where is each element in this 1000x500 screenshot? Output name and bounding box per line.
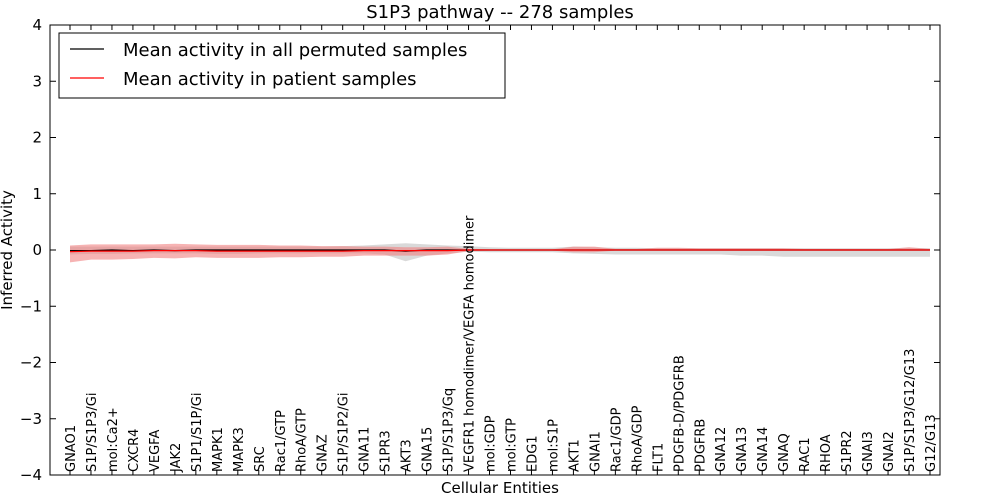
- y-axis-label: Inferred Activity: [0, 190, 16, 310]
- x-tick-label: GNA13: [735, 427, 750, 472]
- x-tick-label: S1P1/S1P/Gi: [190, 393, 205, 472]
- chart-title: S1P3 pathway -- 278 samples: [366, 2, 634, 23]
- y-tick-label: 2: [32, 129, 42, 147]
- x-tick-label: PDGFB-D/PDGFRB: [672, 355, 687, 472]
- x-tick-label: GNAO1: [64, 425, 79, 472]
- x-tick-label: RHOA: [819, 434, 834, 472]
- x-tick-label: GNAI1: [588, 431, 603, 472]
- x-tick-label: FLT1: [651, 443, 666, 472]
- legend-label-patient: Mean activity in patient samples: [123, 69, 417, 90]
- x-tick-label: S1PR2: [840, 430, 855, 472]
- x-tick-label: Rac1/GDP: [609, 407, 624, 472]
- y-tick-label: −1: [20, 297, 42, 315]
- x-tick-label: GNAI3: [861, 431, 876, 472]
- x-tick-label: SRC: [253, 446, 268, 472]
- y-axis: 4 3 2 1 0 −1 −2 −3 −4: [20, 16, 940, 484]
- x-tick-label: GNA15: [421, 427, 436, 472]
- activity-bands: [70, 243, 930, 263]
- x-tick-label: AKT1: [567, 439, 582, 472]
- x-tick-label: CXCR4: [127, 429, 142, 472]
- y-tick-label: −3: [20, 410, 42, 428]
- x-tick-label: JAK2: [169, 443, 184, 473]
- x-tick-label: mol:GTP: [505, 418, 520, 472]
- x-tick-label: GNAZ: [316, 434, 331, 472]
- y-tick-label: 4: [32, 16, 42, 34]
- x-tick-label: Rac1/GTP: [274, 410, 289, 472]
- x-tick-label: EDG1: [526, 435, 541, 472]
- x-tick-label: S1PR3: [379, 430, 394, 472]
- x-tick-label: VEGFA: [148, 430, 163, 472]
- x-tick-label: mol:Ca2+: [106, 407, 121, 472]
- y-tick-label: 3: [32, 72, 42, 90]
- x-tick-label: AKT3: [400, 439, 415, 472]
- x-tick-label: MAPK1: [211, 427, 226, 472]
- x-tick-label: RhoA/GDP: [630, 405, 645, 472]
- x-tick-label: G12/G13: [924, 414, 939, 472]
- mean-lines: [69, 249, 930, 253]
- legend: Mean activity in all permuted samples Me…: [58, 32, 506, 99]
- x-tick-label: GNA14: [756, 427, 771, 472]
- legend-box: [58, 32, 506, 99]
- series-line-patient: [69, 249, 930, 253]
- x-tick-label: RAC1: [798, 437, 813, 472]
- x-tick-label: GNA11: [358, 427, 373, 472]
- x-axis-label: Cellular Entities: [441, 479, 559, 497]
- x-tick-label: mol:GDP: [484, 415, 499, 472]
- x-tick-label: S1P/S1P2/Gi: [337, 393, 352, 472]
- x-tick-label: mol:S1P: [546, 419, 561, 472]
- y-tick-label: −2: [20, 354, 42, 372]
- x-tick-label: RhoA/GTP: [295, 408, 310, 472]
- x-tick-label: PDGFRB: [693, 419, 708, 472]
- x-tick-label: S1P/S1P3/Gq: [442, 388, 457, 472]
- x-tick-label: VEGFR1 homodimer/VEGFA homodimer: [463, 215, 478, 472]
- x-tick-label: GNA12: [714, 427, 729, 472]
- x-tick-label: S1P/S1P3/G12/G13: [903, 349, 918, 472]
- band-patient: [70, 243, 930, 263]
- x-axis: GNAO1 S1P/S1P3/Gi mol:Ca2+ CXCR4 VEGFA JAK2 S1…: [64, 25, 939, 475]
- y-tick-label: 1: [32, 185, 42, 203]
- y-tick-label: 0: [32, 241, 42, 259]
- x-tick-label: S1P/S1P3/Gi: [85, 393, 100, 472]
- x-tick-label: GNAI2: [882, 431, 897, 472]
- x-tick-label: GNAQ: [777, 433, 792, 472]
- x-tick-label: MAPK3: [232, 427, 247, 472]
- y-tick-label: −4: [20, 466, 42, 484]
- legend-label-permuted: Mean activity in all permuted samples: [123, 40, 467, 61]
